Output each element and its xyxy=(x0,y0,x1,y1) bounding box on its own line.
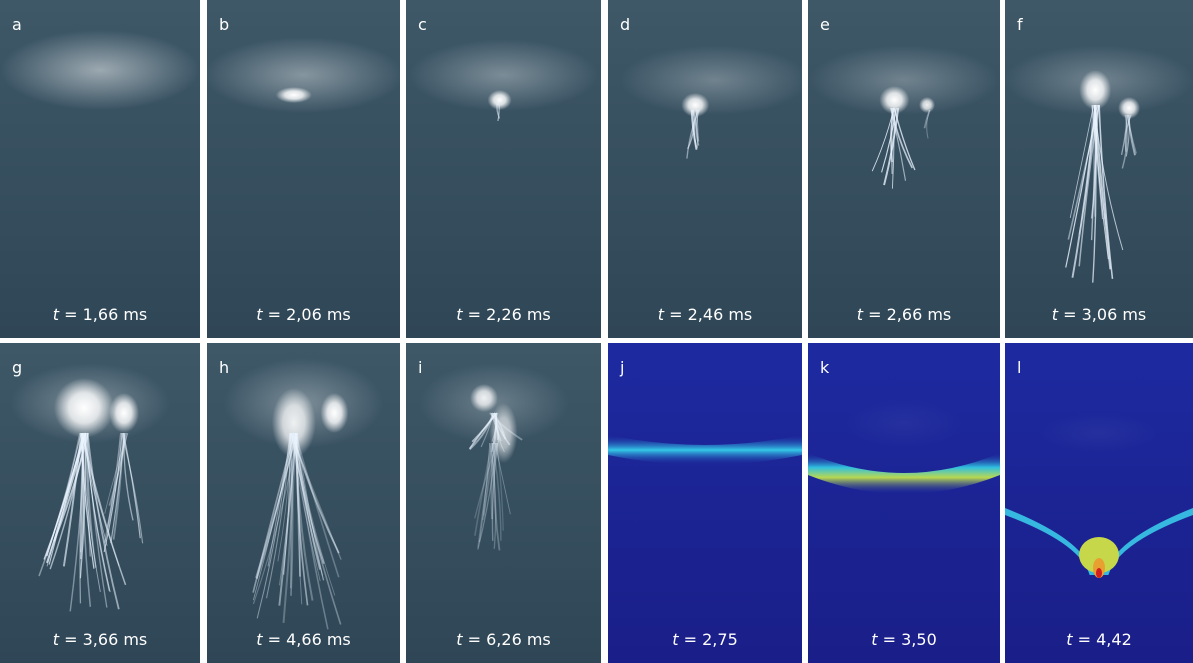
caption-text: = 4,42 xyxy=(1078,630,1132,649)
figure: a t = 1,66 ms b t = 2,06 ms c t = 2,26 ms d t =… xyxy=(0,0,1193,663)
glow xyxy=(1079,70,1111,110)
glow xyxy=(54,378,114,438)
panel-label: l xyxy=(1017,358,1021,377)
caption-symbol: t xyxy=(1066,630,1073,649)
caption: t = 3,50 xyxy=(871,630,937,649)
caption-symbol: t xyxy=(456,305,463,324)
panel-label: i xyxy=(418,358,422,377)
panel: e t = 2,66 ms xyxy=(808,0,1000,338)
caption-text: = 3,06 ms xyxy=(1063,305,1146,324)
panel: j t = 2,75 xyxy=(608,343,802,663)
caption: t = 4,66 ms xyxy=(256,630,351,649)
caption: t = 2,26 ms xyxy=(456,305,551,324)
panel: c t = 2,26 ms xyxy=(406,0,601,338)
caption-text: = 4,66 ms xyxy=(268,630,351,649)
caption: t = 3,66 ms xyxy=(53,630,148,649)
caption-symbol: t xyxy=(256,630,263,649)
panel: l t = 4,42 xyxy=(1005,343,1193,663)
caption: t = 6,26 ms xyxy=(456,630,551,649)
glow xyxy=(919,97,935,113)
panel: g t = 3,66 ms xyxy=(0,343,200,663)
panel: k t = 3,50 xyxy=(808,343,1000,663)
caption-text: = 1,66 ms xyxy=(64,305,147,324)
glow xyxy=(681,93,709,117)
caption-text: = 2,46 ms xyxy=(669,305,752,324)
caption-text: = 2,66 ms xyxy=(868,305,951,324)
panel-label: b xyxy=(219,15,229,34)
panel-label: j xyxy=(619,358,624,377)
panel-label: k xyxy=(820,358,830,377)
panel-label: f xyxy=(1017,15,1023,34)
caption: t = 2,46 ms xyxy=(658,305,753,324)
caption-symbol: t xyxy=(658,305,665,324)
caption-text: = 3,50 xyxy=(883,630,937,649)
panel-bg xyxy=(808,343,1000,663)
caption: t = 2,75 xyxy=(672,630,738,649)
caption-text: = 3,66 ms xyxy=(64,630,147,649)
caption-text: = 6,26 ms xyxy=(468,630,551,649)
panel: b t = 2,06 ms xyxy=(204,0,404,338)
panel: d t = 2,46 ms xyxy=(608,0,810,338)
caption: t = 4,42 xyxy=(1066,630,1132,649)
panel: a t = 1,66 ms xyxy=(0,0,200,338)
caption-symbol: t xyxy=(53,305,60,324)
glow xyxy=(844,398,964,448)
panel-bg xyxy=(1005,343,1193,663)
panel: h t = 4,66 ms xyxy=(207,343,400,663)
caption-symbol: t xyxy=(857,305,864,324)
panel-label: e xyxy=(820,15,830,34)
caption: t = 1,66 ms xyxy=(53,305,148,324)
glow xyxy=(620,45,810,115)
panel-label: c xyxy=(418,15,427,34)
sim-tip xyxy=(1096,568,1102,578)
glow xyxy=(470,384,498,412)
caption-symbol: t xyxy=(53,630,60,649)
caption: t = 3,06 ms xyxy=(1052,305,1147,324)
panel-label: d xyxy=(620,15,630,34)
caption-symbol: t xyxy=(672,630,679,649)
panel-label: g xyxy=(12,358,22,377)
panel-label: h xyxy=(219,358,229,377)
caption-text: = 2,26 ms xyxy=(468,305,551,324)
caption: t = 2,66 ms xyxy=(857,305,952,324)
caption-text: = 2,75 xyxy=(684,630,738,649)
caption-symbol: t xyxy=(871,630,878,649)
caption-symbol: t xyxy=(456,630,463,649)
glow xyxy=(109,393,139,433)
caption-text: = 2,06 ms xyxy=(268,305,351,324)
glow xyxy=(0,30,200,110)
glow xyxy=(320,393,348,433)
panel: f t = 3,06 ms xyxy=(1004,0,1193,338)
panel-bg xyxy=(608,343,802,663)
panel: i t = 6,26 ms xyxy=(406,343,601,663)
glow xyxy=(276,87,312,103)
caption-symbol: t xyxy=(256,305,263,324)
glow xyxy=(1039,413,1159,453)
caption: t = 2,06 ms xyxy=(256,305,351,324)
panel-label: a xyxy=(12,15,22,34)
caption-symbol: t xyxy=(1052,305,1059,324)
